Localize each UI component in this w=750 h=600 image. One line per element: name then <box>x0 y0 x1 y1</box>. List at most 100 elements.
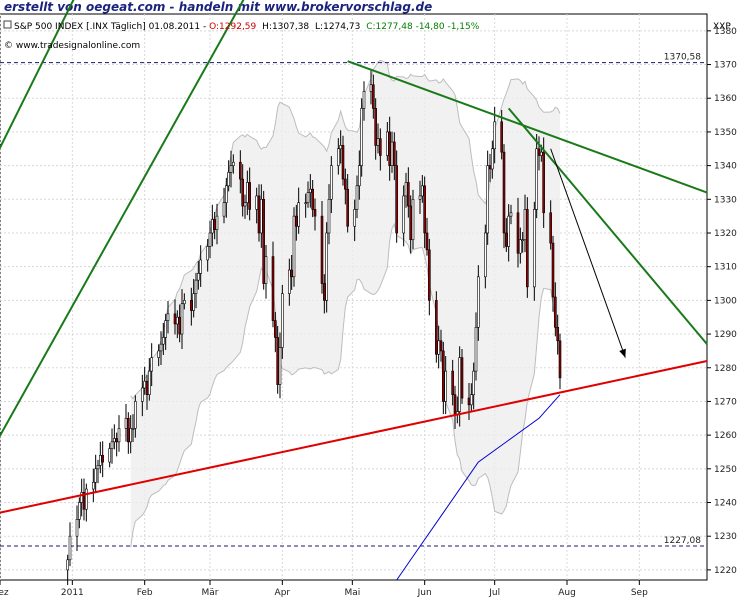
band-fill <box>130 60 560 548</box>
x-tick-label: Aug <box>558 588 576 598</box>
candle-body <box>108 448 111 463</box>
candle-body <box>369 84 373 92</box>
candle-body <box>551 242 555 298</box>
candle-body <box>208 232 212 247</box>
candle-body <box>491 148 494 170</box>
candle-body <box>404 182 408 197</box>
candle-body <box>477 276 480 328</box>
y-tick-label: 1230 <box>714 532 737 542</box>
candle-body <box>271 256 275 321</box>
candle-body <box>255 195 258 210</box>
y-tick-label: 1370 <box>714 61 737 71</box>
candle-body <box>540 151 543 156</box>
candle-body <box>225 185 228 203</box>
candle-body <box>306 192 310 203</box>
candle-body <box>467 397 471 406</box>
candle-body <box>92 481 95 490</box>
candle-body <box>131 428 135 430</box>
candle-body <box>344 178 347 190</box>
candle-body <box>110 441 114 449</box>
candle-body <box>257 195 261 234</box>
candle-body <box>355 185 359 210</box>
candle-body <box>281 293 284 348</box>
candle-body <box>486 165 489 234</box>
candle-body <box>304 202 307 204</box>
candle-body <box>290 269 293 278</box>
candle-body <box>453 394 457 416</box>
candle-body <box>472 370 475 396</box>
arrow-head <box>619 348 626 358</box>
candle-body <box>444 370 447 402</box>
y-tick-label: 1300 <box>714 296 737 306</box>
candle-body <box>101 455 104 463</box>
candle-body <box>262 198 265 284</box>
x-tick-label: Jul <box>488 588 500 598</box>
y-tick-label: 1240 <box>714 499 737 509</box>
candle-body <box>423 185 426 234</box>
candle-body <box>421 185 424 197</box>
candle-body <box>199 259 202 274</box>
header-high: H:1307,38 <box>262 22 309 32</box>
y-tick-label: 1340 <box>714 162 737 172</box>
candle-body <box>523 209 527 241</box>
candle-body <box>78 502 81 520</box>
y-tick-label: 1250 <box>714 465 737 475</box>
candle-body <box>213 219 216 230</box>
candle-body <box>141 387 144 402</box>
candle-body <box>311 188 314 210</box>
candle-body <box>183 300 186 305</box>
candle-body <box>274 320 277 338</box>
candle-body <box>232 161 235 166</box>
svg-text:S&P 500 INDEX [.INX Täglich] 0: S&P 500 INDEX [.INX Täglich] 01.08.2011 … <box>14 22 480 32</box>
candle-body <box>239 161 242 180</box>
candle-body <box>145 380 149 396</box>
green-channel-upper <box>0 0 75 150</box>
candle-body <box>537 148 541 156</box>
header-open: O:1292,59 <box>209 22 256 32</box>
x-tick-label: Mär <box>202 588 219 598</box>
y-axis: 1220 1230 1240 1250 1260 1270 1280 1290 1300 1310… <box>707 27 737 576</box>
candle-body <box>474 327 478 372</box>
candle-body <box>327 198 331 234</box>
candle-body <box>376 138 380 146</box>
candle-body <box>507 215 510 247</box>
candle-body <box>500 121 503 153</box>
x-axis: Dez 2011 Feb Mär Apr Mai Jun Jul Aug Sep <box>0 580 648 598</box>
candle-body <box>243 202 247 207</box>
candle-body <box>437 340 440 355</box>
candle-body <box>85 488 88 510</box>
y-tick-label: 1310 <box>714 263 737 273</box>
candle-body <box>516 212 520 254</box>
green-upper-long <box>347 60 708 194</box>
header-low: L:1274,73 <box>315 22 360 32</box>
candle-body <box>484 232 487 278</box>
candle-body <box>246 182 249 203</box>
candle-body <box>425 232 429 251</box>
candle-body <box>362 91 366 109</box>
candle-body <box>372 84 375 109</box>
candle-body <box>241 178 244 207</box>
candle-body <box>549 212 552 244</box>
candle-body <box>66 559 69 571</box>
candle-body <box>386 131 389 156</box>
candle-body <box>166 313 170 321</box>
candle-body <box>278 347 282 385</box>
candle-body <box>320 215 324 284</box>
candle-body <box>411 198 415 241</box>
candle-body <box>292 215 296 278</box>
candle-body <box>96 465 100 470</box>
candle-body <box>509 212 513 217</box>
candle-body <box>521 239 524 242</box>
candle-body <box>157 350 160 358</box>
candle-body <box>150 357 153 372</box>
candle-body <box>178 316 181 335</box>
candle-body <box>229 165 233 173</box>
y-tick-label: 1270 <box>714 397 737 407</box>
candle-body <box>393 141 396 166</box>
candle-body <box>526 209 529 288</box>
candle-body <box>113 438 116 443</box>
candle-body <box>458 357 461 412</box>
candle-body <box>353 209 356 227</box>
candle-body <box>129 428 132 443</box>
